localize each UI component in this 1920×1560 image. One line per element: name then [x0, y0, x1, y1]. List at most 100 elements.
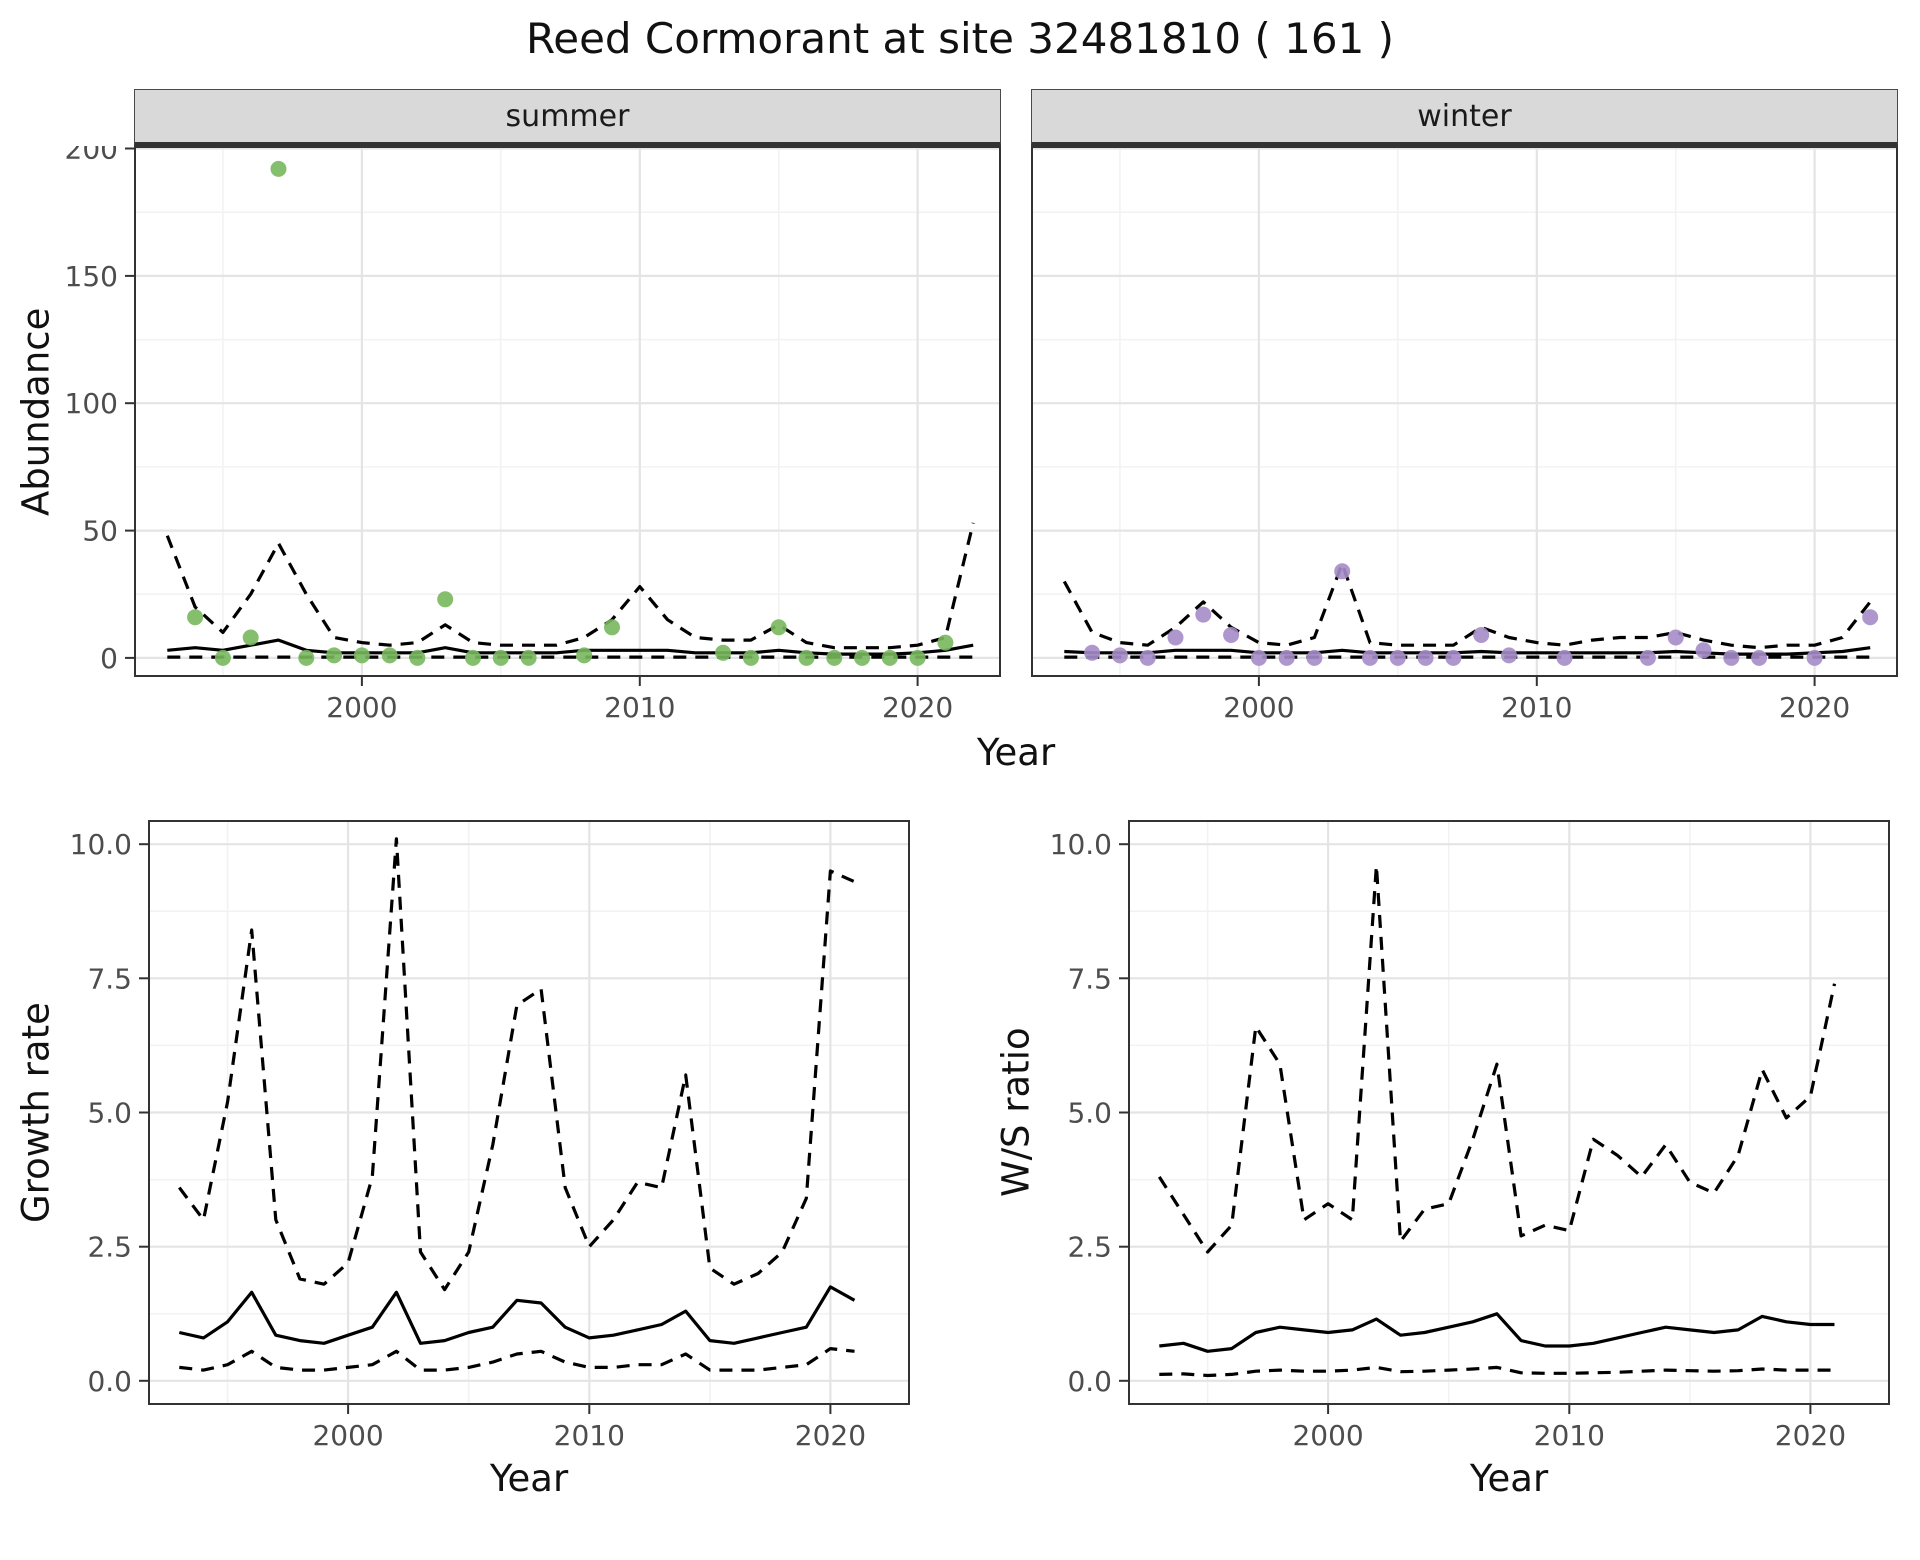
y-tick-label: 0.0	[87, 1365, 132, 1398]
data-point	[770, 619, 787, 636]
panel-summer-column: summer 2000 2010 2020	[134, 89, 1001, 729]
bottom-figures: Growth rate 0.0 2.5 5.0 7.5 10.0 2000 2010 202…	[0, 820, 1920, 1500]
data-point	[1473, 627, 1490, 643]
growth-y-axis-title-column: Growth rate	[10, 820, 62, 1500]
data-point	[270, 160, 287, 177]
x-tick-label: 2000	[326, 691, 397, 724]
abundance-y-axis-title-column: Abundance	[10, 89, 62, 729]
panel-border	[148, 820, 910, 1405]
data-point	[1306, 649, 1323, 666]
data-point	[1556, 649, 1573, 666]
growth-figure: Growth rate 0.0 2.5 5.0 7.5 10.0 2000 2010 202…	[10, 820, 910, 1500]
ws-x-axis-title: Year	[1469, 1457, 1549, 1500]
abundance-figure: Abundance 0 50 100 150 200 summer 2000 2010 20…	[0, 89, 1920, 729]
y-tick-label: 2.5	[87, 1231, 132, 1264]
data-point	[937, 634, 954, 651]
y-tick-label: 100	[65, 387, 118, 420]
fit-line	[1159, 1312, 1835, 1353]
growth-y-axis: 0.0 2.5 5.0 7.5 10.0	[62, 820, 148, 1500]
x-tick-label: 2020	[882, 691, 953, 724]
data-point	[1167, 629, 1184, 646]
panel-border	[134, 146, 1001, 677]
figure-title: Reed Cormorant at site 32481810 ( 161 )	[525, 14, 1395, 63]
data-point	[1111, 647, 1128, 664]
data-point	[353, 647, 370, 664]
ws-y-axis: 0.0 2.5 5.0 7.5 10.0	[1042, 820, 1128, 1500]
plot-panel: 2000 2010 2020	[134, 146, 1001, 724]
data-point	[1501, 647, 1517, 664]
panel-winter-column: winter 2000 2010 2020	[1031, 89, 1898, 729]
facet-strip-winter-label: winter	[1417, 98, 1512, 134]
x-tick-label: 2010	[604, 691, 675, 724]
growth-panel: 2000 2010 2020	[148, 820, 910, 1457]
data-point	[1334, 563, 1351, 580]
data-point	[1139, 649, 1156, 666]
data-point	[520, 649, 537, 666]
data-point	[826, 649, 843, 666]
y-axis: 0.0 2.5 5.0 7.5 10.0	[1050, 828, 1128, 1398]
data-point	[742, 649, 759, 666]
y-tick-label: 2.5	[1067, 1231, 1112, 1264]
x-tick-label: 2000	[1292, 1419, 1363, 1452]
y-tick-label: 150	[65, 260, 118, 293]
data-point	[465, 649, 481, 666]
x-tick-label: 2000	[1223, 691, 1294, 724]
panel-border	[1031, 146, 1898, 677]
data-point	[1639, 649, 1656, 666]
strip-spacer	[62, 89, 134, 146]
data-point	[409, 649, 426, 666]
y-tick-label: 7.5	[87, 962, 132, 995]
ci-line	[1159, 1365, 1835, 1378]
data-point	[1417, 649, 1434, 666]
facet-strip-summer-label: summer	[505, 98, 630, 134]
ws-y-axis-ticks: 0.0 2.5 5.0 7.5 10.0	[1042, 820, 1128, 1457]
y-tick-label: 10.0	[1050, 828, 1112, 861]
data-point	[881, 649, 898, 666]
data-point	[298, 649, 315, 666]
data-point	[1084, 644, 1101, 661]
panel-background	[134, 146, 1001, 677]
data-point	[909, 649, 926, 666]
data-point	[1862, 609, 1879, 626]
y-tick-label: 10.0	[70, 828, 132, 861]
data-point	[492, 649, 509, 666]
data-point	[1223, 627, 1240, 643]
ci-line	[178, 837, 856, 1292]
data-point	[1723, 649, 1740, 666]
panel-border	[1128, 820, 1890, 1405]
y-tick-label: 0.0	[1067, 1365, 1112, 1398]
data-point	[1195, 606, 1212, 623]
x-tick-label: 2010	[554, 1419, 625, 1452]
ci-line	[179, 1346, 855, 1372]
ci-line	[1062, 562, 1872, 650]
ws-y-axis-title: W/S ratio	[994, 1027, 1038, 1198]
ci-line	[1157, 863, 1837, 1254]
data-point	[1362, 649, 1378, 666]
data-point	[437, 591, 454, 608]
y-tick-label: 50	[82, 515, 118, 548]
y-tick-label: 5.0	[1067, 1097, 1112, 1130]
data-point	[1389, 649, 1406, 666]
ws-ratio-figure: W/S ratio 0.0 2.5 5.0 7.5 10.0 2000 2010 2020 …	[990, 820, 1890, 1500]
y-tick-label: 200	[65, 146, 118, 166]
data-point	[1695, 642, 1712, 659]
data-point	[1250, 649, 1267, 666]
x-tick-label: 2020	[795, 1419, 866, 1452]
data-point	[1278, 649, 1295, 666]
plot-panel: 2000 2010 2020	[1128, 820, 1890, 1452]
facet-strip-winter: winter	[1031, 89, 1898, 146]
data-point	[242, 629, 259, 646]
x-tick-label: 2010	[1501, 691, 1572, 724]
panel-gap	[1001, 89, 1031, 729]
abundance-y-axis-ticks: 0 50 100 150 200	[62, 133, 134, 729]
ws-y-axis-title-column: W/S ratio	[990, 820, 1042, 1500]
plot-panel: 2000 2010 2020	[148, 820, 910, 1452]
growth-y-axis-ticks: 0.0 2.5 5.0 7.5 10.0	[62, 820, 148, 1457]
abundance-x-axis-title: Year	[976, 731, 1056, 774]
ci-line	[165, 522, 975, 650]
x-tick-label: 2020	[1779, 691, 1850, 724]
growth-y-axis-title: Growth rate	[14, 1002, 58, 1223]
y-tick-label: 0	[100, 642, 118, 675]
y-tick-label: 7.5	[1067, 962, 1112, 995]
